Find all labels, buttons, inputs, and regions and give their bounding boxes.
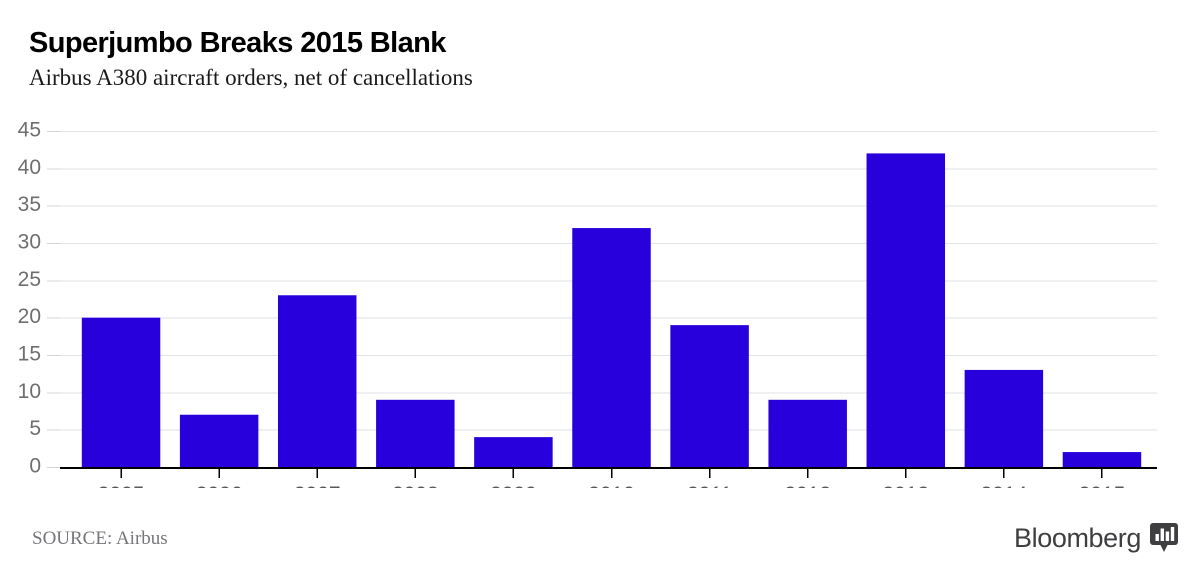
bar-group: [179, 414, 259, 467]
bar[interactable]: [179, 414, 259, 467]
bar-group: [81, 317, 161, 467]
x-axis-label: 2009: [490, 483, 537, 488]
chart-plot-area: 0 5 10 15 20 25 30 35 40 45 2005 2006 2007 2008 2009 20…: [0, 118, 1200, 488]
bar-group: [964, 369, 1044, 467]
chart-header: Superjumbo Breaks 2015 Blank Airbus A380…: [29, 26, 1169, 92]
bloomberg-bars-badge-icon: [1150, 523, 1178, 552]
x-axis-label: 2008: [392, 483, 439, 488]
y-axis-label: 45: [18, 119, 41, 142]
bar-group: [572, 228, 651, 467]
bar-group: [768, 399, 847, 467]
bar[interactable]: [866, 153, 946, 467]
y-axis-label: 0: [29, 455, 41, 478]
y-axis-label: 35: [18, 193, 41, 216]
bar[interactable]: [277, 295, 357, 467]
bar[interactable]: [768, 399, 847, 467]
bar-group: [670, 325, 749, 467]
bar[interactable]: [474, 437, 553, 467]
bar[interactable]: [81, 317, 161, 467]
bar-group: [277, 295, 357, 467]
page-title: Superjumbo Breaks 2015 Blank: [29, 27, 446, 59]
bloomberg-logo: Bloomberg: [1014, 523, 1178, 553]
x-axis-label: 2005: [98, 483, 145, 488]
bar[interactable]: [670, 325, 749, 467]
x-axis-label: 2014: [981, 483, 1028, 488]
bar-chart-svg: 0 5 10 15 20 25 30 35 40 45 2005 2006 2007 2008 2009 20…: [18, 119, 1157, 488]
y-axis-label: 25: [18, 268, 41, 291]
x-axis-label: 2007: [294, 483, 341, 488]
bar[interactable]: [964, 369, 1044, 467]
x-axis-label: 2010: [588, 483, 635, 488]
source-note: SOURCE: Airbus: [32, 528, 168, 549]
x-axis-label: 2015: [1079, 483, 1126, 488]
y-axis-label: 5: [29, 417, 41, 440]
x-axis-label: 2013: [882, 483, 929, 488]
y-axis-label: 30: [18, 231, 41, 254]
bar[interactable]: [1062, 452, 1142, 467]
bar-group: [474, 437, 553, 467]
bloomberg-wordmark: Bloomberg: [1014, 522, 1141, 553]
x-axis-label: 2006: [196, 483, 243, 488]
y-axis-label: 10: [18, 380, 41, 403]
y-axis-label: 40: [18, 156, 41, 179]
y-axis-label: 20: [18, 305, 41, 328]
x-axis-label: 2011: [687, 483, 732, 488]
chart-footer: SOURCE: Airbus Bloomberg: [0, 520, 1200, 570]
bar-group: [866, 153, 946, 467]
bar-group: [376, 399, 455, 467]
bar[interactable]: [572, 228, 651, 467]
bar[interactable]: [376, 399, 455, 467]
bar-group: [1062, 452, 1142, 467]
chart-subtitle: Airbus A380 aircraft orders, net of canc…: [29, 65, 473, 90]
y-axis-label: 15: [18, 343, 41, 366]
x-axis-label: 2012: [784, 483, 831, 488]
